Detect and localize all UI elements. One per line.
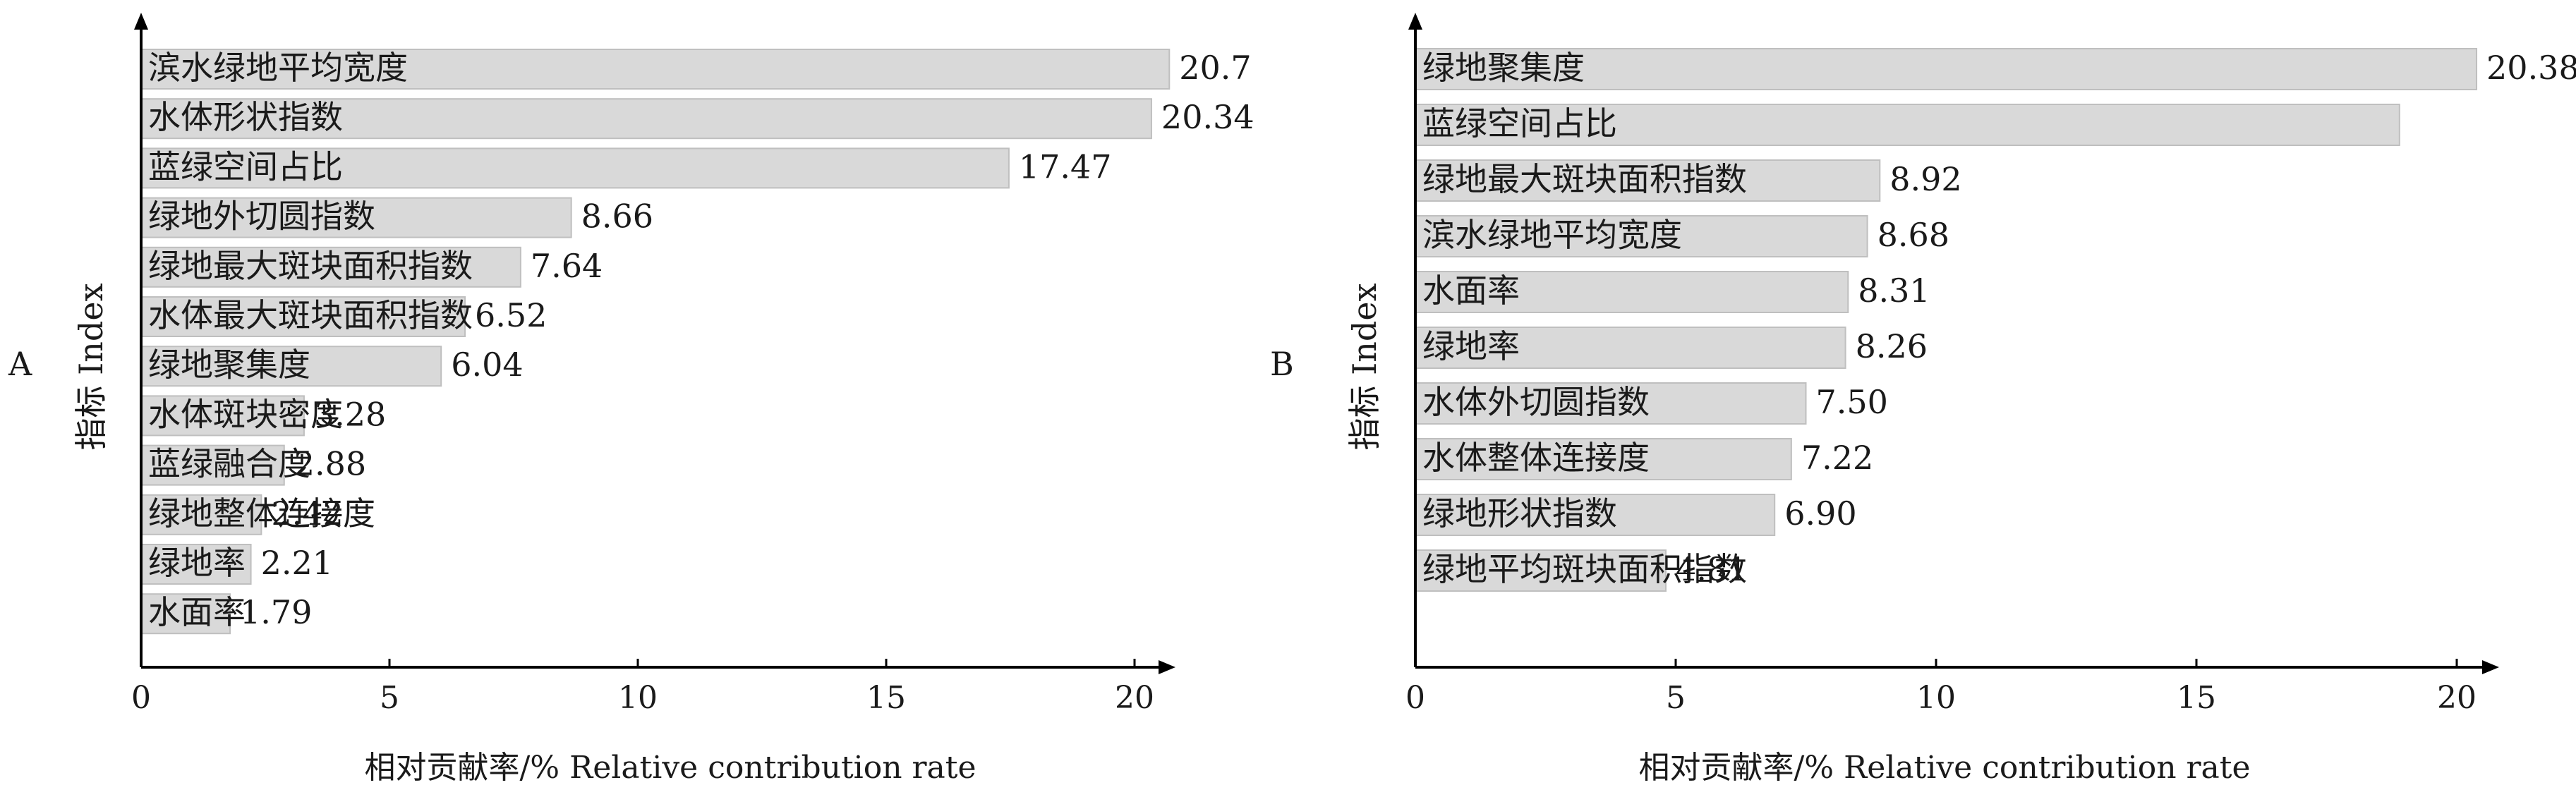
panel-b-x-tick-label: 10 (1916, 680, 1956, 716)
panel-b-value-label: 8.68 (1877, 216, 1949, 254)
panel-a-value-label: 3.28 (314, 395, 386, 433)
panel-b-bar (1415, 549, 1667, 592)
panel-b-value-label: 4.81 (1676, 550, 1748, 588)
panel-b-value-label: 6.90 (1784, 494, 1856, 533)
panel-b-x-tick-label: 5 (1666, 680, 1686, 716)
panel-a-category-label: 水面率 (148, 593, 246, 631)
panel-b-x-axis-title: 相对贡献率/% Relative contribution rate (1638, 750, 2250, 781)
panel-a-category-label: 蓝绿融合度 (148, 445, 310, 483)
panel-a-category-label: 水体形状指数 (148, 98, 343, 136)
panel-b-category-label: 绿地率 (1422, 327, 1520, 365)
panel-b-value-label: 20.38 (2486, 49, 2576, 87)
panel-b-category-label: 水体整体连接度 (1422, 439, 1650, 477)
panel-b-x-tick-label: 15 (2177, 680, 2216, 716)
panel-b-category-label: 滨水绿地平均宽度 (1422, 216, 1682, 254)
panel-a-bar (140, 544, 252, 585)
panel-b-bar (1415, 104, 2400, 146)
panel-b-y-axis-title: 指标 Index (1346, 283, 1384, 450)
panel-a-x-tick-label: 15 (866, 680, 906, 716)
panel-b-category-label: 绿地平均斑块面积指数 (1422, 550, 1747, 588)
panel-b-category-label: 水体外切圆指数 (1422, 383, 1650, 421)
panel-b-value-label: 7.22 (1801, 439, 1873, 477)
panel-b-x-tick-label: 20 (2437, 680, 2477, 716)
panel-b-category-label: 绿地聚集度 (1422, 49, 1585, 87)
panel-a-letter: A (8, 345, 32, 383)
panel-b-value-label: 8.31 (1858, 272, 1930, 310)
panel-a-category-label: 蓝绿空间占比 (148, 147, 343, 185)
panel-b-bar (1415, 271, 1849, 313)
panel-b-value-label: 7.50 (1816, 383, 1888, 421)
panel-a-category-label: 水体斑块密度 (148, 395, 343, 433)
panel-a-bar (140, 246, 521, 288)
panel-a-category-label: 绿地聚集度 (148, 346, 310, 384)
panel-b-category-label: 绿地形状指数 (1422, 494, 1617, 533)
panel-b-category-label: 绿地最大斑块面积指数 (1422, 160, 1747, 198)
panel-b-bar (1415, 215, 1868, 257)
panel-b-bar (1415, 438, 1792, 480)
panel-b-bar (1415, 48, 2478, 90)
panel-a-category-label: 绿地最大斑块面积指数 (148, 247, 473, 285)
panel-a-bar (140, 197, 572, 238)
panel-a-category-label: 水体最大斑块面积指数 (148, 296, 473, 334)
panel-a-y-axis-title: 指标 Index (72, 283, 110, 450)
panel-b-bar (1415, 159, 1881, 202)
panel-a-category-label: 绿地外切圆指数 (148, 197, 375, 236)
panel-b-bar (1415, 382, 1807, 425)
panel-b-category-label: 水面率 (1422, 272, 1520, 310)
panel-a-value-label: 17.47 (1019, 147, 1112, 185)
panel-a-bar (140, 593, 231, 635)
panel-b-value-label: 8.92 (1889, 160, 1961, 198)
panel-a-x-tick-label: 5 (380, 680, 399, 716)
panel-a-category-label: 绿地整体连接度 (148, 494, 375, 533)
panel-a-category-label: 滨水绿地平均宽度 (148, 49, 408, 87)
panel-a-bar (140, 98, 1152, 140)
panel-a-x-tick-label: 20 (1115, 680, 1154, 716)
panel-a-x-axis-arrow (1159, 660, 1175, 674)
panel-a-value-label: 20.34 (1161, 98, 1254, 136)
panel-b-category-label: 蓝绿空间占比 (1422, 104, 1617, 142)
panel-a-x-tick-label: 10 (618, 680, 658, 716)
panel-b-bar (1415, 494, 1776, 536)
panel-b-x-tick-label: 0 (1405, 680, 1425, 716)
panel-a-y-axis-arrow (134, 13, 148, 30)
panel-a-value-label: 7.64 (531, 247, 603, 285)
panel-a-x-tick-label: 0 (131, 680, 151, 716)
panel-a-value-label: 20.7 (1179, 49, 1251, 87)
panel-a-value-label: 8.66 (581, 197, 653, 236)
panel-a-bar (140, 147, 1010, 189)
panel-a-bar (140, 346, 442, 387)
panel-a-value-label: 6.52 (475, 296, 547, 334)
panel-b-value-label: 8.26 (1856, 327, 1928, 365)
panel-a-category-label: 绿地率 (148, 544, 246, 582)
panel-a-bar (140, 49, 1171, 90)
panel-b-x-axis-arrow (2482, 660, 2499, 674)
panel-a-value-label: 1.79 (240, 593, 312, 631)
panel-a-value-label: 2.42 (271, 494, 343, 533)
panel-b-y-axis-arrow (1408, 13, 1422, 30)
panel-b-letter: B (1270, 345, 1294, 383)
panel-a-x-axis-title: 相对贡献率/% Relative contribution rate (364, 750, 976, 781)
panel-a-value-label: 2.21 (261, 544, 333, 582)
panel-a-value-label: 2.88 (294, 445, 366, 483)
panel-a-value-label: 6.04 (451, 346, 523, 384)
